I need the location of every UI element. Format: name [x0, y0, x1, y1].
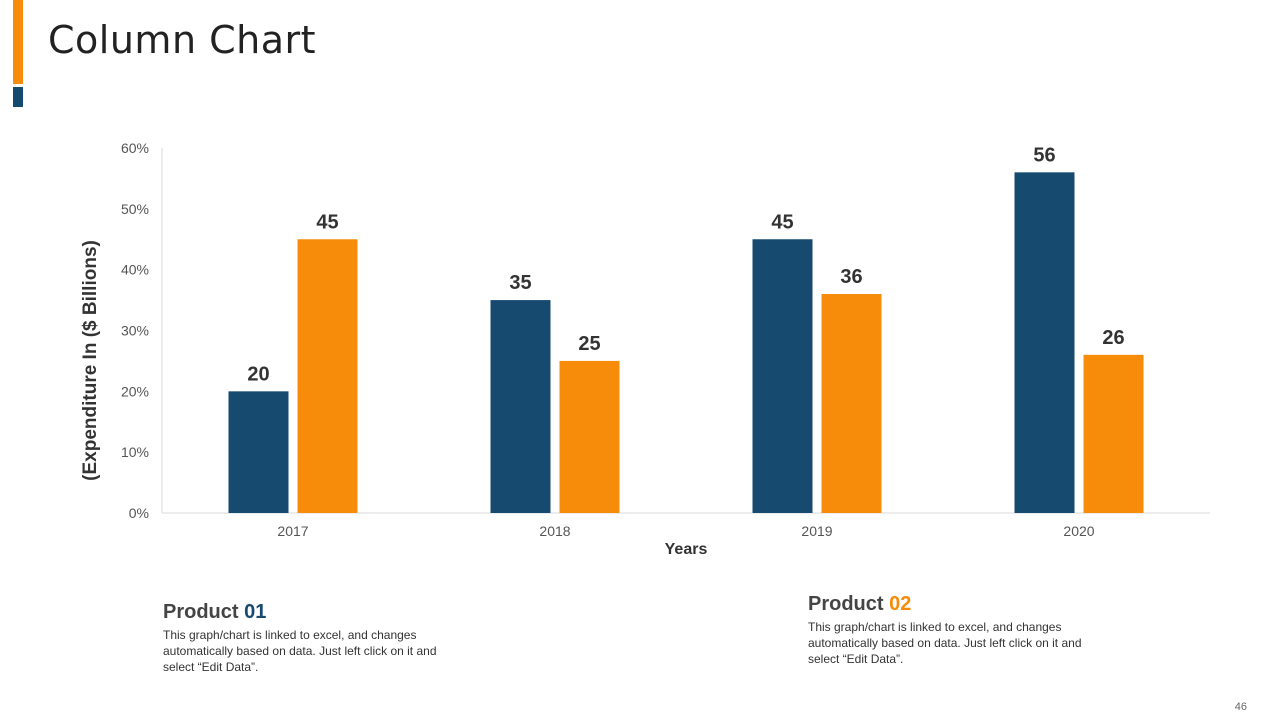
data-label: 20	[247, 363, 269, 385]
legend-product-01-description: This graph/chart is linked to excel, and…	[163, 628, 437, 674]
legend-product-02-prefix: Product	[808, 593, 884, 615]
data-label: 56	[1033, 144, 1055, 166]
column-chart[interactable]: 0% 10% 20% 30% 40% 50% 60% 20 45 35 25 45 36 56 26 20…	[0, 0, 1280, 600]
bar-product-01-2017[interactable]	[228, 391, 289, 513]
x-tick-label: 2017	[277, 523, 308, 539]
legend-product-02-description: This graph/chart is linked to excel, and…	[808, 620, 1082, 666]
bar-product-02-2020[interactable]	[1083, 354, 1144, 513]
chart-bars: 20 45 35 25 45 36 56 26	[228, 144, 1144, 514]
bar-product-02-2017[interactable]	[297, 239, 358, 513]
x-axis-title: Years	[665, 541, 708, 558]
bar-product-01-2018[interactable]	[490, 300, 551, 513]
legend-product-02-heading: Product 02	[808, 593, 1098, 616]
y-tick-label: 20%	[121, 383, 149, 399]
page-number: 46	[1234, 701, 1247, 713]
x-axis-ticks: 2017 2018 2019 2020	[277, 523, 1094, 539]
y-tick-label: 60%	[121, 140, 149, 156]
legend-product-02: Product 02 This graph/chart is linked to…	[808, 593, 1098, 667]
x-tick-label: 2018	[539, 523, 570, 539]
legend-product-01-heading: Product 01	[163, 601, 453, 624]
data-label: 45	[771, 211, 793, 233]
legend-product-01-prefix: Product	[163, 601, 239, 623]
y-tick-label: 0%	[129, 505, 149, 521]
legend-product-02-number: 02	[889, 593, 912, 615]
y-tick-label: 10%	[121, 444, 149, 460]
data-label: 36	[840, 266, 862, 288]
bar-product-01-2019[interactable]	[752, 239, 813, 513]
y-axis-title: (Expenditure In ($ Billions)	[80, 240, 101, 481]
bar-product-02-2019[interactable]	[821, 294, 882, 513]
data-label: 25	[578, 333, 600, 355]
data-label: 35	[509, 272, 531, 294]
y-tick-label: 50%	[121, 201, 149, 217]
title-accent-bar-orange	[13, 0, 23, 84]
legend-product-01: Product 01 This graph/chart is linked to…	[163, 601, 453, 675]
y-tick-label: 40%	[121, 262, 149, 278]
slide-title: Column Chart	[48, 18, 317, 62]
y-tick-label: 30%	[121, 323, 149, 339]
data-label: 26	[1102, 327, 1124, 349]
bar-product-02-2018[interactable]	[559, 360, 620, 513]
legend-product-01-number: 01	[244, 601, 267, 623]
data-label: 45	[316, 211, 338, 233]
bar-product-01-2020[interactable]	[1014, 172, 1075, 514]
x-tick-label: 2019	[801, 523, 832, 539]
y-axis-ticks: 0% 10% 20% 30% 40% 50% 60%	[121, 140, 149, 521]
x-tick-label: 2020	[1063, 523, 1094, 539]
title-accent-bar-blue	[13, 87, 23, 107]
